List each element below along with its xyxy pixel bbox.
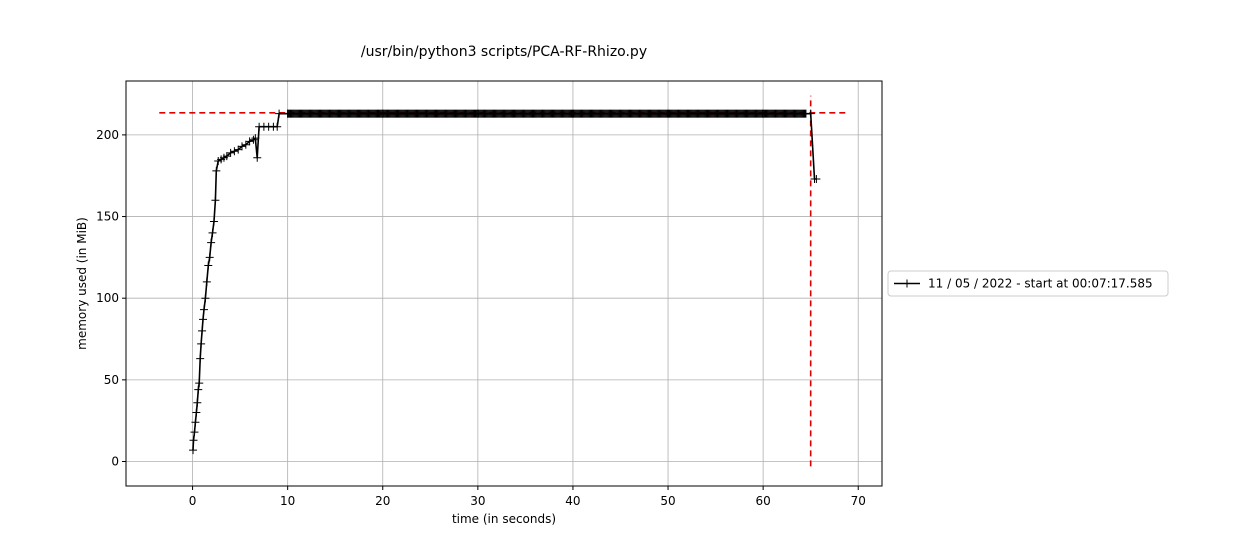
data-point — [199, 315, 208, 324]
x-tick-label: 60 — [755, 494, 770, 508]
data-point — [207, 238, 216, 247]
y-tick-label: 150 — [96, 210, 119, 224]
data-point — [192, 408, 201, 417]
y-tick-label: 200 — [96, 128, 119, 142]
y-tick-label: 100 — [96, 291, 119, 305]
data-point — [230, 147, 239, 156]
data-point — [194, 385, 203, 394]
x-axis-label: time (in seconds) — [452, 512, 556, 526]
data-point — [205, 253, 214, 262]
data-point — [812, 174, 821, 183]
data-point — [249, 135, 258, 144]
series-line — [192, 112, 817, 451]
data-point — [189, 436, 198, 445]
reference-lines — [159, 95, 849, 467]
x-tick-label: 40 — [565, 494, 580, 508]
legend-marker — [903, 279, 911, 288]
x-tick-label: 20 — [375, 494, 390, 508]
data-point — [208, 228, 217, 237]
y-axis-label: memory used (in MiB) — [75, 217, 89, 350]
data-point — [238, 142, 247, 151]
data-point — [222, 152, 231, 161]
data-point — [251, 134, 260, 143]
x-tick-label: 70 — [851, 494, 866, 508]
series-layer — [189, 109, 821, 455]
data-point — [273, 122, 282, 131]
data-point — [211, 196, 220, 205]
data-point — [193, 398, 202, 407]
y-axis-ticks: 0 50 100 150 200 — [96, 128, 126, 469]
legend: 11 / 05 / 2022 - start at 00:07:17.585 — [887, 270, 1169, 297]
data-point — [197, 339, 206, 348]
data-point — [202, 277, 211, 286]
data-point — [209, 217, 218, 226]
data-point — [196, 354, 205, 363]
plot-frame — [125, 80, 883, 487]
data-point — [241, 140, 250, 149]
data-point — [195, 379, 204, 388]
data-point — [806, 109, 815, 118]
y-tick-label: 0 — [111, 455, 119, 469]
x-axis-ticks: 0 10 20 30 40 50 60 70 — [189, 486, 866, 508]
grid-layer — [126, 81, 882, 486]
data-point — [253, 153, 262, 162]
legend-entry: 11 / 05 / 2022 - start at 00:07:17.585 — [928, 277, 1153, 291]
data-point — [201, 294, 210, 303]
data-point — [204, 261, 213, 270]
x-tick-label: 10 — [280, 494, 295, 508]
data-point — [198, 326, 207, 335]
data-point — [226, 148, 235, 157]
data-point — [212, 166, 221, 175]
chart-title: /usr/bin/python3 scripts/PCA-RF-Rhizo.py — [361, 44, 647, 60]
data-point — [190, 428, 199, 437]
x-tick-label: 50 — [660, 494, 675, 508]
data-point — [275, 109, 284, 118]
y-tick-label: 50 — [104, 373, 119, 387]
data-point — [191, 418, 200, 427]
x-tick-label: 30 — [470, 494, 485, 508]
data-point — [199, 305, 208, 314]
data-point — [245, 137, 254, 146]
data-point — [189, 446, 198, 455]
x-tick-label: 0 — [189, 494, 197, 508]
legend-box — [887, 270, 1169, 297]
data-point — [234, 145, 243, 154]
